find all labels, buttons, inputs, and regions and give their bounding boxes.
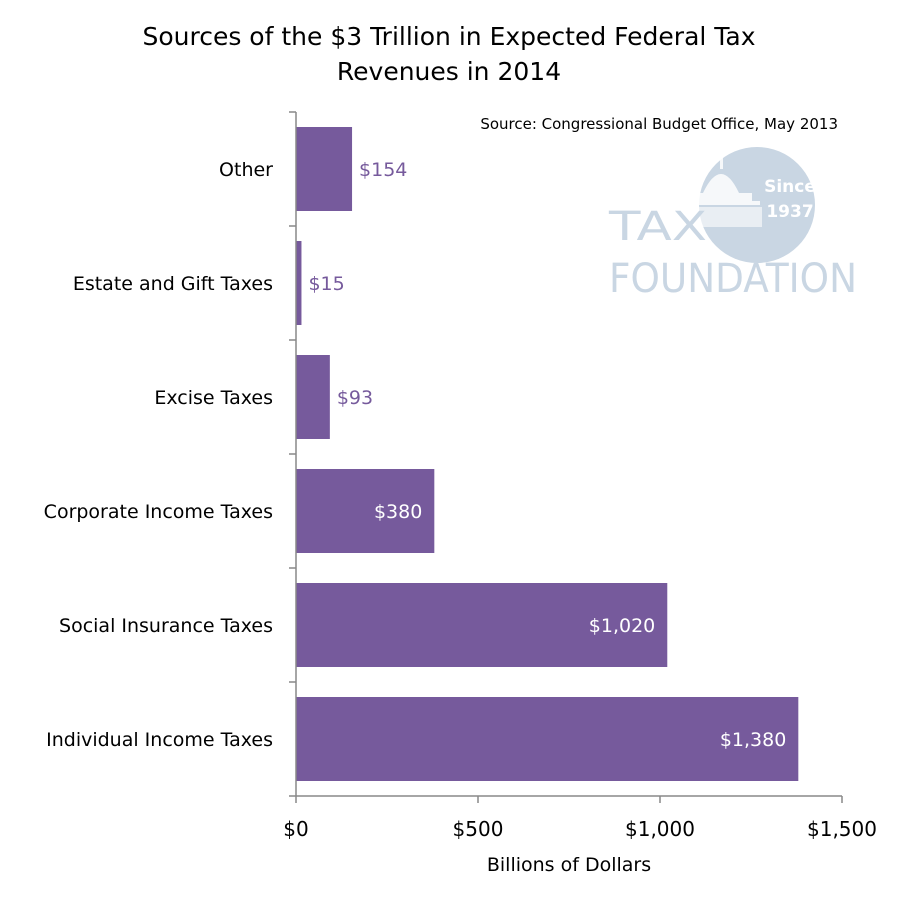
x-tick-label: $500 (453, 817, 504, 841)
category-label: Social Insurance Taxes (59, 615, 273, 637)
logo-since: Since (764, 177, 816, 197)
capitol-dome-icon (688, 155, 762, 227)
bar (296, 241, 302, 325)
x-tick-label: $0 (283, 817, 308, 841)
logo-year: 1937 (766, 202, 813, 222)
source-note: Source: Congressional Budget Office, May… (480, 115, 838, 133)
data-label: $380 (374, 501, 422, 523)
logo-tax: TAX (608, 204, 707, 250)
category-label: Individual Income Taxes (46, 729, 273, 751)
category-label: Other (219, 159, 273, 181)
chart-title-line2: Revenues in 2014 (337, 57, 561, 86)
data-label: $15 (308, 273, 344, 295)
chart-title-line1: Sources of the $3 Trillion in Expected F… (142, 22, 755, 51)
data-label: $1,380 (720, 729, 786, 751)
tax-foundation-logo: Since 1937 TAX FOUNDATION (608, 147, 857, 302)
x-tick-label: $1,000 (625, 817, 695, 841)
x-tick-label: $1,500 (807, 817, 877, 841)
bar (296, 583, 668, 667)
category-label: Estate and Gift Taxes (73, 273, 273, 295)
data-label: $93 (337, 387, 373, 409)
bar (296, 697, 799, 781)
bar (296, 469, 435, 553)
data-label: $154 (359, 159, 407, 181)
x-axis-label: Billions of Dollars (487, 854, 651, 876)
bar (296, 127, 353, 211)
bar (296, 355, 330, 439)
category-label: Corporate Income Taxes (44, 501, 273, 523)
logo-foundation: FOUNDATION (609, 256, 857, 302)
category-label: Excise Taxes (154, 387, 273, 409)
data-label: $1,020 (589, 615, 655, 637)
